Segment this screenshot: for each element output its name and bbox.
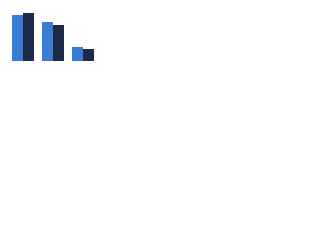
- bar: [23, 13, 34, 61]
- page: {"chart_data": {"type": "bar", "categori…: [0, 0, 100, 71]
- chart: [12, 13, 94, 61]
- bar: [53, 25, 64, 61]
- bar: [12, 15, 23, 61]
- bar: [83, 49, 94, 61]
- bar: [42, 22, 53, 61]
- bar: [72, 47, 83, 61]
